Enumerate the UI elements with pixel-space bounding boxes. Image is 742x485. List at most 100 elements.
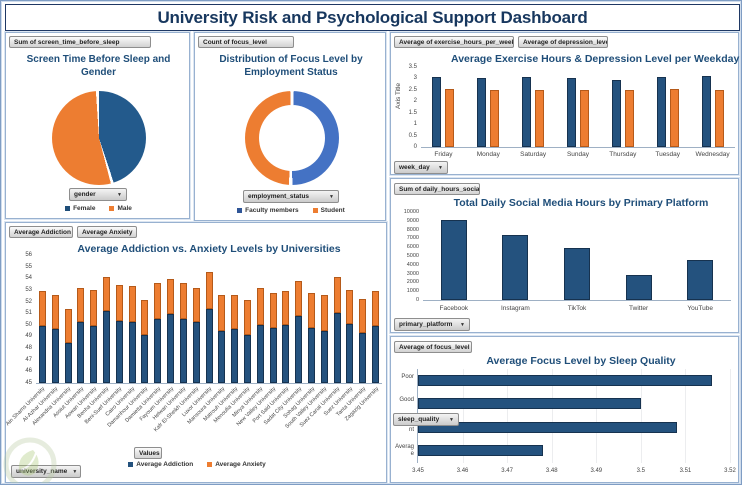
values-button[interactable]: Values — [134, 447, 162, 459]
x-category-label: Twitter — [629, 305, 649, 312]
bar-anxiety — [128, 286, 136, 323]
bar-depression — [714, 89, 724, 147]
bar-twitter — [625, 275, 652, 300]
bar-addiction — [90, 325, 98, 383]
bar-addiction — [38, 325, 46, 383]
bar-addiction — [167, 314, 175, 383]
gridline — [462, 369, 464, 463]
legend-item: Faculty members — [237, 207, 299, 214]
week-day-dropdown[interactable]: week_day ▼ — [394, 161, 448, 174]
field-button-avg-addiction[interactable]: Average Addiction — [9, 226, 73, 238]
y-tick-label: 51 — [25, 310, 32, 317]
y-tick-label: 9000 — [406, 217, 419, 224]
field-button-focus-avg[interactable]: Average of focus_level — [394, 341, 472, 353]
legend-label: Average Anxiety — [215, 461, 266, 468]
bar-anxiety — [308, 293, 316, 329]
sleep-quality-dropdown[interactable]: sleep_quality ▼ — [393, 413, 459, 426]
field-button-avg-anxiety[interactable]: Average Anxiety — [77, 226, 137, 238]
chevron-down-icon: ▼ — [438, 164, 443, 171]
x-category-label: TikTok — [567, 305, 587, 312]
bar-addiction — [205, 308, 213, 383]
legend-swatch — [128, 462, 134, 467]
bar-anxiety — [77, 287, 85, 323]
bar-anxiety — [282, 291, 290, 325]
employment-status-dropdown[interactable]: employment_status ▼ — [243, 190, 339, 203]
legend-item: Female — [65, 205, 95, 212]
bar-anxiety — [346, 289, 354, 324]
field-button-daily-hours[interactable]: Sum of daily_hours_social — [394, 183, 480, 195]
bar-addiction — [269, 328, 277, 383]
bar-depression — [580, 89, 589, 147]
y-tick-label: 3.5 — [408, 64, 417, 70]
page-title: University Risk and Psychological Suppor… — [157, 7, 588, 27]
bar-depression — [669, 88, 679, 147]
bar-anxiety — [243, 300, 251, 336]
bar-anxiety — [51, 294, 59, 330]
legend-employment: Faculty members Student — [195, 207, 387, 214]
bar-addiction — [102, 310, 110, 383]
gridline — [730, 369, 731, 463]
bar-average — [418, 445, 543, 457]
weekday-plot-area: 0 0.5 1 1.5 2 2.5 3 3.5 Friday Monday Saturday Sund… — [409, 64, 735, 158]
bar-exercise — [477, 78, 487, 147]
legend-label: Faculty members — [245, 207, 299, 214]
y-tick-label: 47 — [25, 356, 32, 363]
bar-addiction — [128, 322, 136, 383]
chart-title: Distribution of Focus Level by Employmen… — [219, 54, 363, 78]
chevron-down-icon: ▼ — [329, 193, 334, 200]
x-category-label: Wednesday — [695, 151, 730, 158]
bar-depression — [624, 89, 634, 147]
chart-title: Average Focus Level by Sleep Quality — [486, 355, 676, 367]
y-tick-label: 0 — [413, 144, 417, 150]
gridline — [640, 369, 642, 463]
gridline — [551, 369, 553, 463]
x-tick-label: 3.48 — [545, 468, 558, 474]
bar-exercise — [701, 76, 711, 147]
legend-universities: Average Addiction Average Anxiety — [6, 461, 388, 468]
bar-addiction — [115, 321, 123, 383]
panel-focus-employment: Count of focus_level Distribution of Foc… — [194, 32, 386, 221]
donut-hole — [259, 105, 325, 171]
y-tick-label: 52 — [25, 298, 32, 305]
y-tick-label: 53 — [25, 286, 32, 293]
bar-anxiety — [192, 287, 200, 323]
bar-anxiety — [269, 293, 277, 329]
gender-dropdown[interactable]: gender ▼ — [69, 188, 127, 201]
bar-addiction — [179, 319, 187, 383]
y-tick-label: 0 — [415, 297, 419, 303]
bar-addiction — [231, 329, 239, 383]
y-tick-label: 48 — [25, 345, 32, 352]
x-tick-label: 3.52 — [724, 468, 736, 474]
field-button-screen-time[interactable]: Sum of screen_time_before_sleep — [9, 36, 151, 48]
bar-addiction — [372, 325, 380, 383]
bar-depression — [445, 88, 455, 147]
field-button-depression[interactable]: Average of depression_level — [518, 36, 608, 48]
bar-anxiety — [295, 280, 303, 316]
x-tick-label: 3.47 — [501, 468, 513, 474]
field-button-exercise[interactable]: Average of exercise_hours_per_week — [394, 36, 514, 48]
field-button-focus-count[interactable]: Count of focus_level — [198, 36, 294, 48]
y-tick-label: 2 — [413, 98, 417, 105]
x-category-label: Thursday — [609, 151, 637, 158]
panel-screen-time-gender: Sum of screen_time_before_sleep Screen T… — [5, 32, 190, 219]
legend-item: Student — [312, 207, 345, 214]
bar-anxiety — [38, 291, 46, 326]
legend-label: Student — [320, 207, 345, 214]
chevron-down-icon: ▼ — [460, 321, 465, 328]
legend-gender: Female Male — [6, 205, 191, 212]
dashboard-title-bar: University Risk and Psychological Suppor… — [5, 4, 740, 31]
primary-platform-dropdown[interactable]: primary_platform ▼ — [394, 318, 470, 331]
legend-label: Male — [117, 205, 132, 212]
y-tick-label: 7000 — [406, 235, 419, 242]
bar-anxiety — [231, 294, 239, 330]
bar-anxiety — [115, 285, 123, 322]
x-category-label: Tuesday — [655, 151, 681, 158]
x-category-label: YouTube — [687, 305, 713, 312]
bar-anxiety — [64, 308, 72, 344]
legend-swatch — [207, 462, 213, 467]
y-tick-label: 56 — [25, 252, 32, 258]
legend-label: Female — [73, 205, 96, 212]
panel-social-media: Sum of daily_hours_social Total Daily So… — [390, 178, 739, 333]
university-name-dropdown[interactable]: university_name ▼ — [11, 465, 81, 478]
